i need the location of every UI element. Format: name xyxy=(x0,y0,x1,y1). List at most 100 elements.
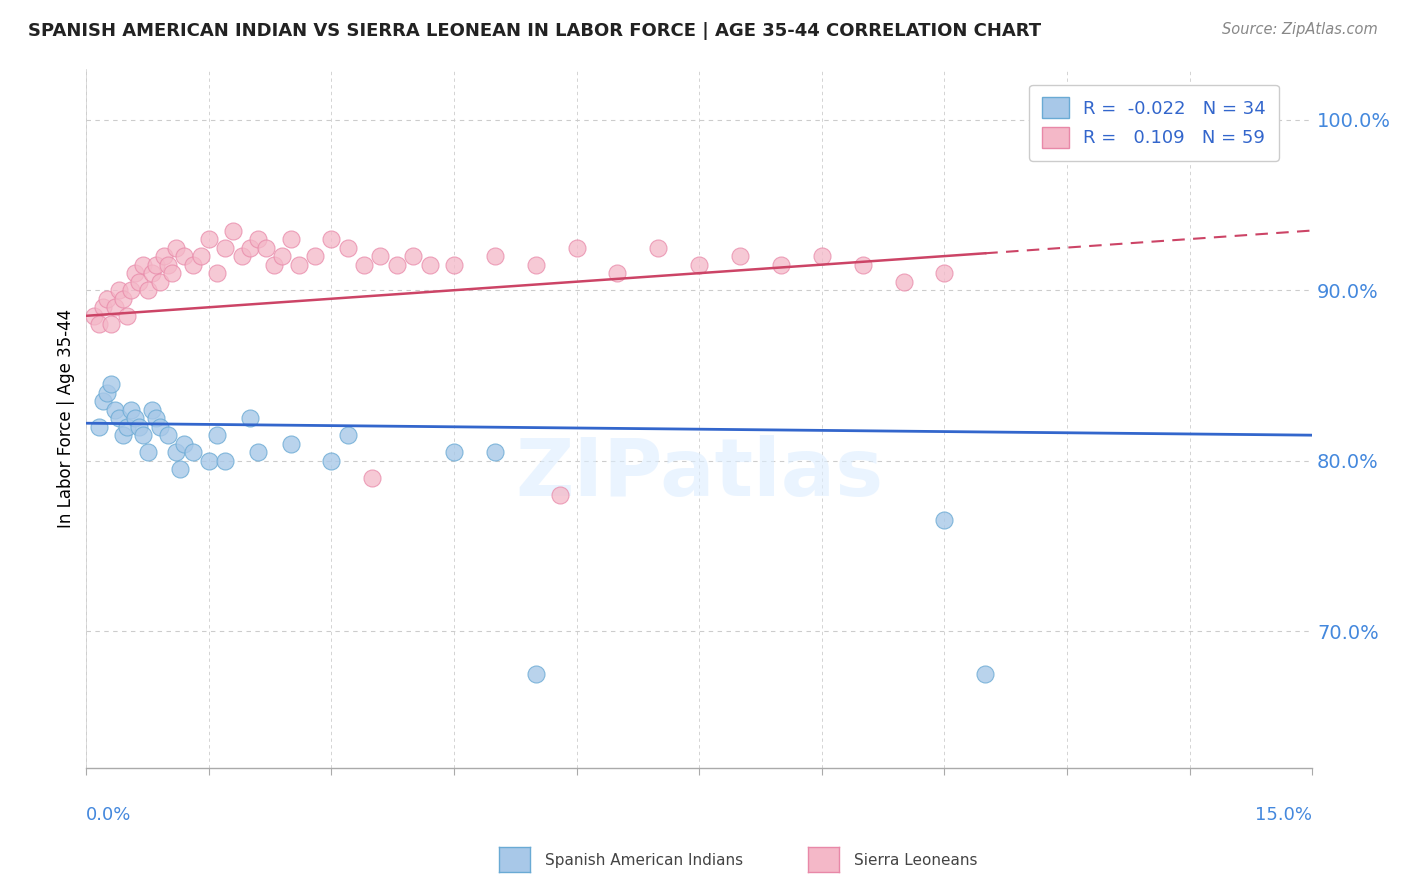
Point xyxy=(91,300,114,314)
Point xyxy=(169,462,191,476)
Point xyxy=(418,258,440,272)
Point xyxy=(104,402,127,417)
Text: ZIPatlas: ZIPatlas xyxy=(515,435,883,513)
Point xyxy=(336,241,359,255)
Point xyxy=(173,436,195,450)
Point xyxy=(769,258,792,272)
Point xyxy=(190,249,212,263)
Point xyxy=(852,258,875,272)
Point xyxy=(149,419,172,434)
Text: 0.0%: 0.0% xyxy=(86,806,132,824)
Point xyxy=(443,445,465,459)
Point xyxy=(246,445,269,459)
Point xyxy=(524,667,547,681)
Point xyxy=(361,471,384,485)
Point xyxy=(280,436,302,450)
Point xyxy=(141,402,163,417)
Point xyxy=(115,309,138,323)
Point xyxy=(108,411,131,425)
Point xyxy=(548,488,571,502)
Point xyxy=(688,258,710,272)
Point xyxy=(156,428,179,442)
Point xyxy=(647,241,669,255)
Point xyxy=(565,241,588,255)
Point xyxy=(153,249,176,263)
Point xyxy=(239,241,262,255)
Point xyxy=(214,241,236,255)
Point xyxy=(934,266,956,280)
Point xyxy=(124,266,146,280)
Point xyxy=(96,385,118,400)
Point xyxy=(132,428,155,442)
Point xyxy=(149,275,172,289)
Point xyxy=(83,309,105,323)
Text: Spanish American Indians: Spanish American Indians xyxy=(506,854,744,868)
Point xyxy=(136,445,159,459)
Point xyxy=(606,266,628,280)
Point xyxy=(728,249,751,263)
Point xyxy=(287,258,309,272)
Text: Sierra Leoneans: Sierra Leoneans xyxy=(815,854,979,868)
Point xyxy=(246,232,269,246)
Text: 15.0%: 15.0% xyxy=(1256,806,1312,824)
Point xyxy=(198,232,221,246)
Point xyxy=(132,258,155,272)
Point xyxy=(214,454,236,468)
Point xyxy=(304,249,326,263)
Point xyxy=(181,258,204,272)
Point xyxy=(165,445,187,459)
Point xyxy=(104,300,127,314)
Point xyxy=(115,419,138,434)
Point xyxy=(271,249,294,263)
Text: Source: ZipAtlas.com: Source: ZipAtlas.com xyxy=(1222,22,1378,37)
Legend: R =  -0.022   N = 34, R =   0.109   N = 59: R = -0.022 N = 34, R = 0.109 N = 59 xyxy=(1029,85,1278,161)
Point xyxy=(370,249,392,263)
Point xyxy=(524,258,547,272)
Point xyxy=(91,394,114,409)
Point xyxy=(112,428,135,442)
Point xyxy=(810,249,832,263)
Point xyxy=(100,318,122,332)
Point xyxy=(205,266,228,280)
Point xyxy=(128,275,150,289)
Point xyxy=(254,241,277,255)
Point xyxy=(484,249,506,263)
Point xyxy=(173,249,195,263)
Point xyxy=(124,411,146,425)
Point xyxy=(222,223,245,237)
Point xyxy=(165,241,187,255)
Point xyxy=(160,266,183,280)
Point xyxy=(336,428,359,442)
Point xyxy=(934,513,956,527)
Point xyxy=(443,258,465,272)
Point xyxy=(87,318,110,332)
Point xyxy=(181,445,204,459)
Y-axis label: In Labor Force | Age 35-44: In Labor Force | Age 35-44 xyxy=(58,309,75,528)
Point xyxy=(141,266,163,280)
Point xyxy=(205,428,228,442)
Point xyxy=(231,249,253,263)
Text: SPANISH AMERICAN INDIAN VS SIERRA LEONEAN IN LABOR FORCE | AGE 35-44 CORRELATION: SPANISH AMERICAN INDIAN VS SIERRA LEONEA… xyxy=(28,22,1042,40)
Point xyxy=(321,454,343,468)
Point xyxy=(353,258,375,272)
Point xyxy=(484,445,506,459)
Point xyxy=(128,419,150,434)
Point xyxy=(136,283,159,297)
Point xyxy=(321,232,343,246)
Point xyxy=(263,258,285,272)
Point xyxy=(112,292,135,306)
Point xyxy=(145,411,167,425)
Point xyxy=(974,667,997,681)
Point xyxy=(280,232,302,246)
Point xyxy=(198,454,221,468)
Point xyxy=(100,376,122,391)
Point xyxy=(108,283,131,297)
Point xyxy=(120,283,142,297)
Point xyxy=(145,258,167,272)
Point xyxy=(96,292,118,306)
Point xyxy=(120,402,142,417)
Point xyxy=(385,258,408,272)
Point xyxy=(239,411,262,425)
Point xyxy=(156,258,179,272)
Point xyxy=(87,419,110,434)
